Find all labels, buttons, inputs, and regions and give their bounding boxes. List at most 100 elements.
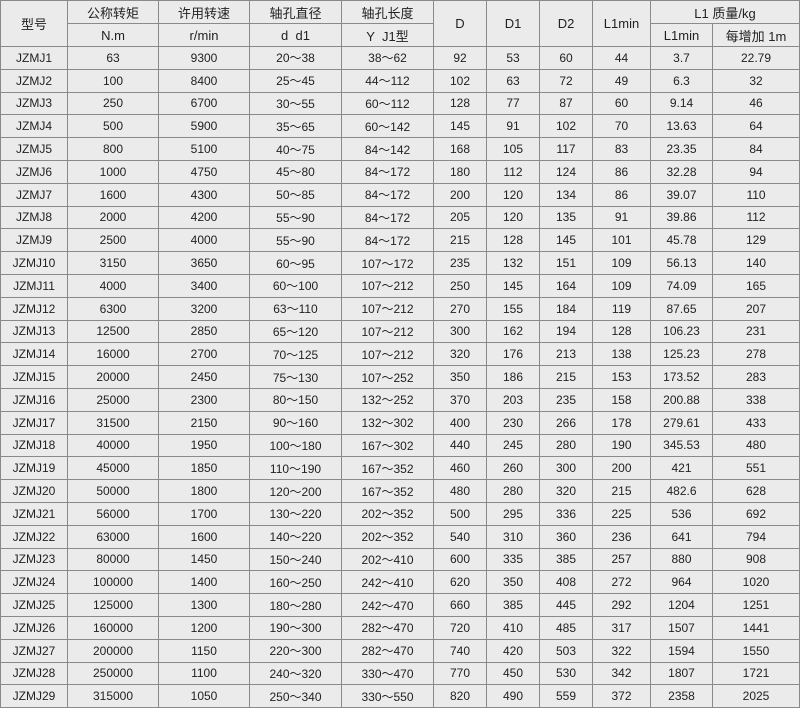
table-cell: 2358: [650, 684, 713, 708]
table-cell: 165: [711, 273, 800, 298]
table-cell: 22.79: [711, 46, 800, 70]
table-cell: 4300: [158, 182, 250, 207]
table-cell: 167～352: [341, 456, 434, 481]
table-cell: 63: [486, 68, 540, 93]
header-speed: 许用转速: [158, 0, 250, 24]
table-cell: 628: [711, 479, 800, 503]
table-cell: 75～130: [249, 365, 342, 389]
table-cell: 350: [486, 570, 540, 595]
table-cell: 190～300: [249, 615, 342, 640]
table-row: JZMJ29 315000 1050 250～340 330～550 820 490 559 3…: [0, 684, 800, 708]
table-cell: JZMJ7: [0, 182, 68, 207]
table-cell: 173.52: [650, 365, 713, 389]
table-cell: 32.28: [650, 159, 713, 184]
table-cell: 46: [711, 91, 800, 116]
table-cell: 260: [486, 456, 540, 481]
table-cell: 107～172: [341, 251, 434, 275]
table-cell: JZMJ21: [0, 501, 68, 526]
table-cell: 330～470: [341, 661, 434, 686]
table-cell: 45～80: [249, 159, 342, 184]
table-cell: 660: [433, 593, 487, 617]
table-cell: 151: [539, 251, 593, 275]
table-cell: JZMJ3: [0, 91, 68, 116]
table-row: JZMJ25 125000 1300 180～280 242～470 660 385 445 2…: [0, 593, 800, 617]
table-row: JZMJ1 63 9300 20～38 38～62 92 53 60 44 3.7 22.79: [0, 46, 800, 70]
table-cell: 56000: [67, 501, 159, 526]
table-row: JZMJ7 1600 4300 50～85 84～172 200 120 134 86 39.07…: [0, 182, 800, 207]
table-cell: 500: [433, 501, 487, 526]
table-cell: 176: [486, 342, 540, 367]
table-cell: 40～75: [249, 137, 342, 161]
table-cell: 1441: [711, 615, 800, 640]
table-cell: 8400: [158, 68, 250, 93]
table-cell: 225: [592, 501, 651, 526]
table-cell: 194: [539, 319, 593, 344]
table-cell: 90～160: [249, 410, 342, 435]
table-cell: 1400: [158, 570, 250, 595]
table-cell: 4000: [67, 273, 159, 298]
table-cell: 102: [539, 114, 593, 139]
table-cell: 322: [592, 638, 651, 663]
table-cell: 800: [67, 137, 159, 161]
table-cell: 330～550: [341, 684, 434, 708]
table-cell: 236: [592, 524, 651, 549]
table-cell: 1600: [67, 182, 159, 207]
table-cell: 38～62: [341, 46, 434, 70]
table-cell: 692: [711, 501, 800, 526]
table-cell: JZMJ13: [0, 319, 68, 344]
table-cell: JZMJ20: [0, 479, 68, 503]
table-cell: 440: [433, 433, 487, 458]
table-cell: JZMJ2: [0, 68, 68, 93]
table-cell: 158: [592, 387, 651, 412]
table-cell: 370: [433, 387, 487, 412]
table-cell: 250: [67, 91, 159, 116]
table-cell: 155: [486, 296, 540, 321]
table-cell: 102: [433, 68, 487, 93]
table-cell: 60～142: [341, 114, 434, 139]
table-cell: 100～180: [249, 433, 342, 458]
table-cell: 109: [592, 273, 651, 298]
table-cell: 124: [539, 159, 593, 184]
table-cell: JZMJ23: [0, 547, 68, 572]
table-cell: 180: [433, 159, 487, 184]
table-cell: 92: [433, 46, 487, 70]
table-cell: 167～352: [341, 479, 434, 503]
table-row: JZMJ27 200000 1150 220～300 282～470 740 420 503 3…: [0, 638, 800, 663]
table-row: JZMJ12 6300 3200 63～110 107～212 270 155 184 119 8…: [0, 296, 800, 321]
header-mass: L1 质量/kg: [649, 0, 800, 24]
table-row: JZMJ3 250 6700 30～55 60～112 128 77 87 60 9.14 46: [0, 91, 800, 116]
table-cell: 64: [711, 114, 800, 139]
table-cell: JZMJ29: [0, 684, 68, 708]
table-cell: 6700: [158, 91, 250, 116]
table-cell: 162: [486, 319, 540, 344]
table-cell: 1700: [158, 501, 250, 526]
table-cell: 215: [592, 479, 651, 503]
table-cell: 112: [486, 159, 540, 184]
table-row: JZMJ10 3150 3650 60～95 107～172 235 132 151 109 56…: [0, 251, 800, 275]
table-cell: 9300: [158, 46, 250, 70]
table-cell: 80000: [67, 547, 159, 572]
table-cell: JZMJ27: [0, 638, 68, 663]
table-cell: 242～410: [341, 570, 434, 595]
table-cell: 215: [433, 228, 487, 253]
table-cell: JZMJ28: [0, 661, 68, 686]
table-cell: 880: [650, 547, 713, 572]
table-cell: 101: [592, 228, 651, 253]
table-cell: 536: [650, 501, 713, 526]
table-cell: 740: [433, 638, 487, 663]
table-cell: 56.13: [650, 251, 713, 275]
table-cell: 107～212: [341, 296, 434, 321]
header-mass-per-m: 每增加 1m: [711, 23, 800, 47]
table-cell: 203: [486, 387, 540, 412]
table-cell: 110～190: [249, 456, 342, 481]
table-cell: 4750: [158, 159, 250, 184]
table-cell: JZMJ1: [0, 46, 68, 70]
table-cell: 107～212: [341, 319, 434, 344]
table-cell: JZMJ9: [0, 228, 68, 253]
table-cell: 1050: [158, 684, 250, 708]
table-cell: 200: [592, 456, 651, 481]
table-cell: 2300: [158, 387, 250, 412]
table-cell: 117: [539, 137, 593, 161]
table-cell: 60: [592, 91, 651, 116]
